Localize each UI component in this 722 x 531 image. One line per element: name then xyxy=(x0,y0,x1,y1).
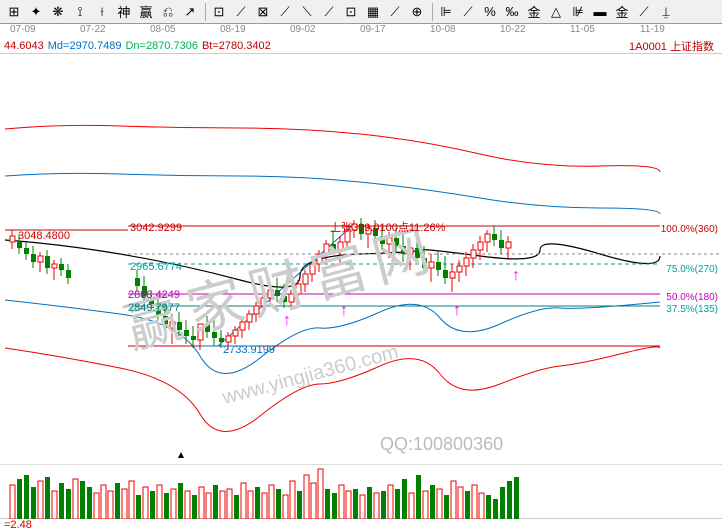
price-label: 3042.9299 xyxy=(130,222,182,234)
stock-code-name: 1A0001 上证指数 xyxy=(629,38,714,54)
chart-svg xyxy=(0,54,722,464)
volume-svg xyxy=(0,465,722,519)
toolbar-button[interactable]: 金 xyxy=(612,2,632,22)
toolbar-button[interactable]: ‰ xyxy=(502,2,522,22)
main-chart[interactable]: 赢家财富网 www.yingjia360.com QQ:100800360 10… xyxy=(0,54,722,464)
date-tick: 11-19 xyxy=(640,24,710,38)
toolbar-button[interactable]: ⊡ xyxy=(341,2,361,22)
toolbar-button[interactable]: ⟋ xyxy=(231,2,251,22)
toolbar-button[interactable]: ⟊ xyxy=(92,2,112,22)
toolbar-button[interactable]: ⊯ xyxy=(568,2,588,22)
pct-label: 37.5%(135) xyxy=(666,304,718,315)
toolbar-button[interactable]: ⊫ xyxy=(436,2,456,22)
date-axis: 07-0907-2208-0508-1909-0209-1710-0810-22… xyxy=(0,24,722,38)
toolbar-button[interactable]: ⟋ xyxy=(319,2,339,22)
arrow-up-icon: ↑ xyxy=(512,267,520,285)
toolbar-button[interactable]: ⟟ xyxy=(70,2,90,22)
toolbar-button[interactable]: ⟍ xyxy=(297,2,317,22)
volume-chart[interactable] xyxy=(0,464,722,518)
toolbar-button[interactable]: ⎌ xyxy=(158,2,178,22)
toolbar-button[interactable]: ↗ xyxy=(180,2,200,22)
toolbar-button[interactable]: ⟋ xyxy=(458,2,478,22)
toolbar-button[interactable]: ▦ xyxy=(363,2,383,22)
toolbar-button[interactable]: ⊞ xyxy=(4,2,24,22)
value-bt: Bt=2780.3402 xyxy=(202,40,271,52)
date-tick: 10-08 xyxy=(430,24,500,38)
toolbar-button[interactable]: ✦ xyxy=(26,2,46,22)
toolbar-button[interactable]: % xyxy=(480,2,500,22)
footer-bar: =2.48 xyxy=(0,518,722,531)
toolbar-button[interactable]: ⊕ xyxy=(407,2,427,22)
date-tick: 09-02 xyxy=(290,24,360,38)
toolbar: ⊞✦❋⟟⟊神赢⎌↗⊡⟋⊠⟋⟍⟋⊡▦⟋⊕⊫⟋%‰金△⊯▬金⟋⍊ xyxy=(0,0,722,24)
date-tick: 07-22 xyxy=(80,24,150,38)
toolbar-button[interactable]: ⍊ xyxy=(656,2,676,22)
price-label: 2733.9199 xyxy=(223,344,275,356)
footer-value: =2.48 xyxy=(4,519,32,531)
date-tick: 08-19 xyxy=(220,24,290,38)
arrow-up-icon: ↑ xyxy=(340,302,348,320)
toolbar-button[interactable]: ⟋ xyxy=(385,2,405,22)
toolbar-button[interactable]: ⊠ xyxy=(253,2,273,22)
price-label: 上张309.0100点11.26% xyxy=(330,219,445,235)
toolbar-button[interactable]: 金 xyxy=(524,2,544,22)
value-md: Md=2970.7489 xyxy=(48,40,122,52)
toolbar-button[interactable]: ⟋ xyxy=(634,2,654,22)
toolbar-button[interactable]: ⊡ xyxy=(209,2,229,22)
value-1: 44.6043 xyxy=(4,40,44,52)
price-label: 2888.4249 xyxy=(128,289,180,301)
date-tick: 11-05 xyxy=(570,24,640,38)
pct-label: 100.0%(360) xyxy=(661,224,718,235)
header-bar: 44.6043 Md=2970.7489 Dn=2870.7306 Bt=278… xyxy=(0,38,722,54)
pct-label: 50.0%(180) xyxy=(666,292,718,303)
toolbar-button[interactable]: ❋ xyxy=(48,2,68,22)
toolbar-button[interactable]: 神 xyxy=(114,2,134,22)
arrow-up-icon: ↑ xyxy=(283,312,291,330)
date-tick: 08-05 xyxy=(150,24,220,38)
price-label: 3048.4800 xyxy=(18,230,70,242)
price-label: 2849.7977 xyxy=(128,302,180,314)
pct-label: 75.0%(270) xyxy=(666,264,718,275)
date-tick: 07-09 xyxy=(10,24,80,38)
toolbar-button[interactable]: ⟋ xyxy=(275,2,295,22)
toolbar-button[interactable]: ▬ xyxy=(590,2,610,22)
price-label: 2965.6774 xyxy=(130,261,182,273)
date-tick: 09-17 xyxy=(360,24,430,38)
toolbar-button[interactable]: △ xyxy=(546,2,566,22)
toolbar-button[interactable]: 赢 xyxy=(136,2,156,22)
date-tick: 10-22 xyxy=(500,24,570,38)
arrow-up-icon: ↑ xyxy=(453,302,461,320)
value-dn: Dn=2870.7306 xyxy=(125,40,197,52)
